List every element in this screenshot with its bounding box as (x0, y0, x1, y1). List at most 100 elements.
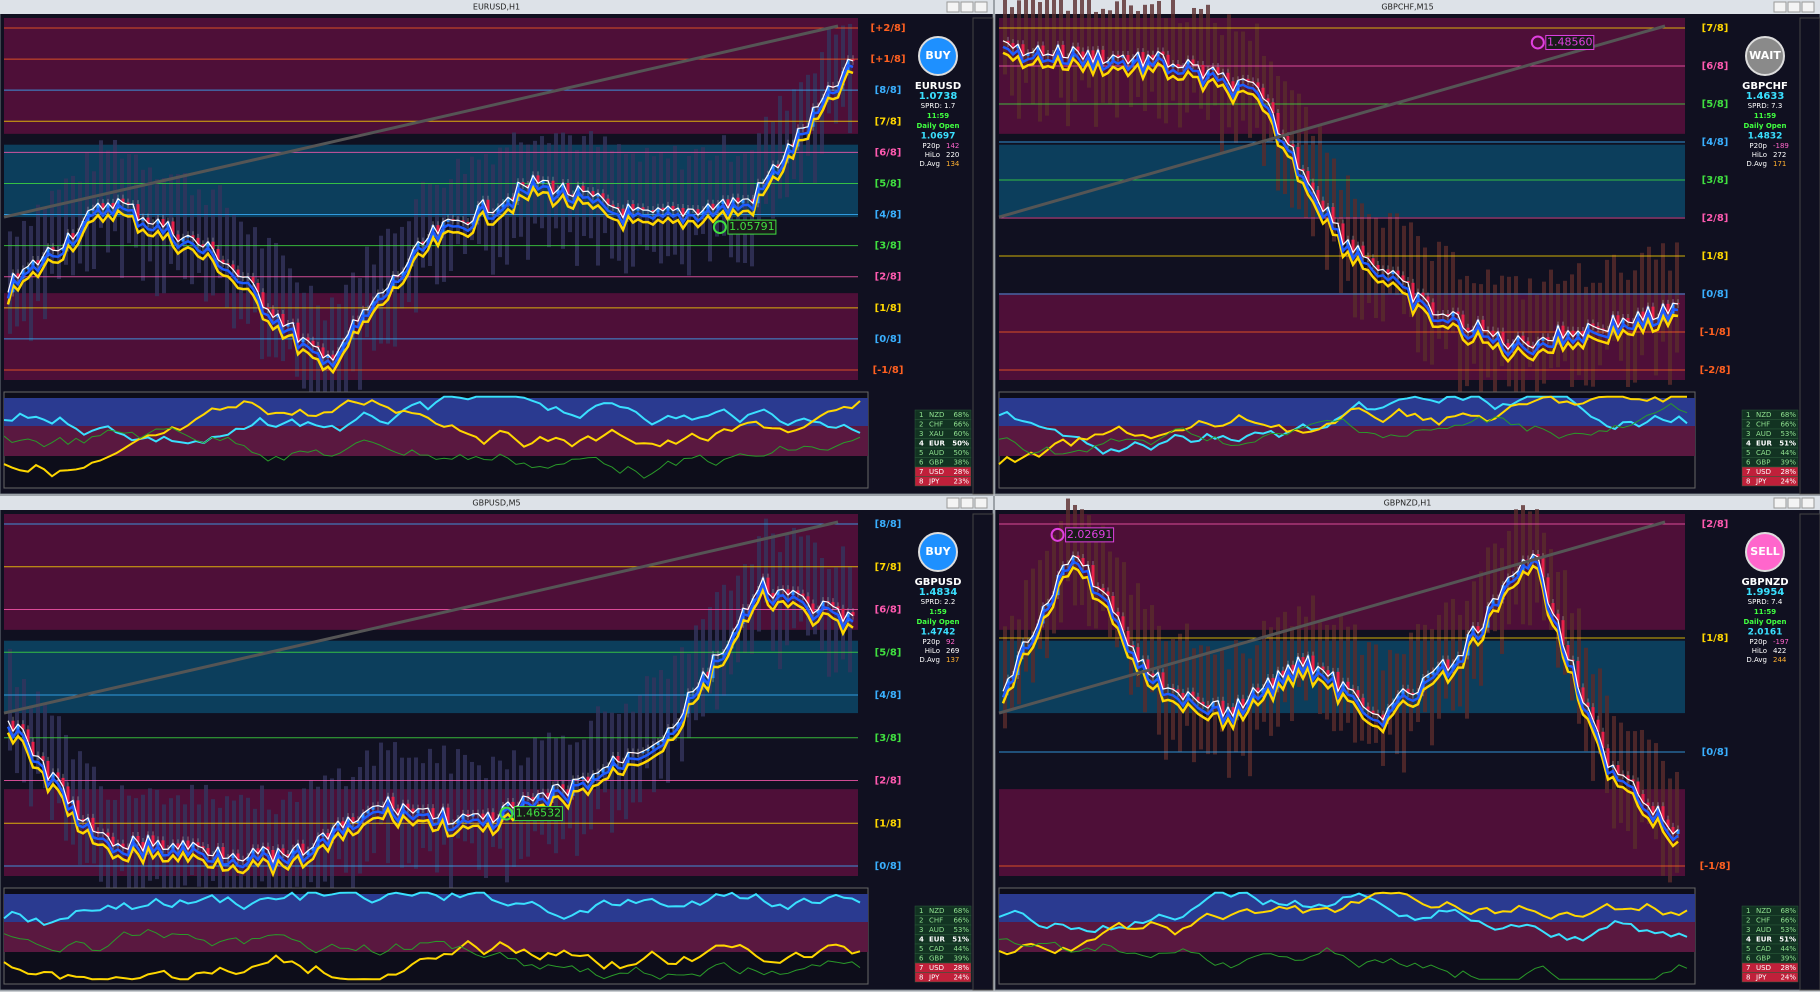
candle-body (1271, 102, 1275, 114)
strength-cell: 5 (919, 945, 923, 953)
info-price: 1.4834 (919, 587, 958, 598)
cloud-bar (64, 734, 68, 841)
strength-cell: 1 (1746, 907, 1750, 915)
window-button[interactable] (1787, 497, 1801, 509)
cloud-bar (680, 169, 684, 265)
info-symbol: EURUSD (915, 81, 961, 92)
cloud-bar (1129, 594, 1133, 695)
candle-body (651, 210, 655, 213)
cloud-bar (1430, 628, 1434, 746)
level-label: [+2/8] (870, 23, 905, 34)
candle-body (1641, 311, 1645, 321)
window-button[interactable] (1773, 497, 1787, 509)
candle-body (1601, 731, 1605, 749)
candle-body (141, 217, 145, 221)
stat-label: HiLo (1752, 151, 1767, 159)
cloud-bar (239, 794, 243, 914)
window-button[interactable] (1801, 1, 1815, 13)
candle-body (86, 817, 90, 822)
candle-body (1276, 113, 1280, 134)
candle-body (1436, 665, 1440, 672)
candle-body (461, 220, 465, 223)
cloud-bar (470, 156, 474, 241)
signal-button[interactable] (1745, 36, 1785, 76)
cloud-bar (1024, 0, 1028, 83)
cloud-bar (617, 144, 621, 261)
window-button[interactable] (960, 497, 974, 509)
candle-body (201, 846, 205, 849)
candle-body (16, 724, 20, 732)
cloud-bar (120, 785, 124, 872)
window-button[interactable] (946, 1, 960, 13)
cloud-bar (1514, 276, 1518, 395)
window-button[interactable] (960, 1, 974, 13)
window-button[interactable] (1787, 1, 1801, 13)
candle-body (306, 850, 310, 856)
cloud-bar (204, 205, 208, 302)
strength-cell: 5 (1746, 449, 1750, 457)
candle-body (536, 793, 540, 801)
candle-body (46, 760, 50, 780)
cloud-bar (1115, 557, 1119, 648)
candle-body (136, 836, 140, 843)
candle-body (1496, 331, 1500, 337)
candle-body (1661, 806, 1665, 820)
candle-body (696, 209, 700, 216)
candle-body (1271, 677, 1275, 689)
cloud-bar (1255, 645, 1259, 730)
level-label: [6/8] (875, 605, 902, 616)
candle-body (791, 590, 795, 596)
signal-button[interactable] (918, 36, 958, 76)
cloud-bar (1220, 650, 1224, 732)
window-button[interactable] (946, 497, 960, 509)
cloud-bar (1493, 543, 1497, 632)
window-button[interactable] (1801, 497, 1815, 509)
strength-row (914, 476, 972, 487)
cloud-bar (120, 158, 124, 279)
candle-body (191, 235, 195, 238)
strength-cell: NZD (929, 411, 944, 419)
candle-body (356, 820, 360, 824)
cloud-bar (1059, 520, 1063, 623)
stat-value: 142 (946, 142, 959, 150)
candle-body (446, 807, 450, 825)
candle-body (1201, 701, 1205, 706)
signal-button[interactable] (918, 532, 958, 572)
candle-body (456, 819, 460, 824)
indicator-line (3, 399, 861, 478)
window-button[interactable] (1773, 1, 1787, 13)
strength-cell: JPY (928, 478, 940, 486)
cloud-bar (267, 237, 271, 357)
cloud-bar (309, 780, 313, 883)
ma-slow (6, 69, 854, 375)
candle-body (1291, 664, 1295, 674)
cloud-bar (1171, 0, 1175, 101)
window-title: EURUSD,H1 (473, 3, 520, 12)
candle-body (1491, 330, 1495, 337)
window-button[interactable] (974, 497, 988, 509)
indicator-band-low (999, 426, 1695, 456)
strength-cell: 4 (1746, 440, 1751, 448)
cloud-bar (99, 786, 103, 882)
candle-body (1641, 794, 1645, 803)
candle-body (271, 849, 275, 863)
cloud-bar (841, 25, 845, 107)
indicator-line (998, 891, 1688, 942)
candle-body (1126, 55, 1130, 64)
candle-body (1341, 223, 1345, 245)
cloud-bar (701, 147, 705, 234)
candle-body (166, 221, 170, 228)
chart-window: GBPCHF,M15 [7/8] [6/8] [5/8] [4/8] [3/8] [2/8]… (994, 0, 1820, 495)
strength-cell: 7 (919, 468, 923, 476)
level-label: [-1/8] (1700, 327, 1731, 338)
cloud-bar (1080, 0, 1084, 81)
candle-body (431, 808, 435, 819)
cloud-bar (1227, 14, 1231, 128)
band-bottom (999, 293, 1685, 380)
info-daily-open: 2.0161 (1748, 628, 1783, 638)
window-button[interactable] (974, 1, 988, 13)
signal-button[interactable] (1745, 532, 1785, 572)
stat-label: P20p (1749, 142, 1767, 150)
cloud-bar (1612, 254, 1616, 341)
candle-body (51, 247, 55, 251)
